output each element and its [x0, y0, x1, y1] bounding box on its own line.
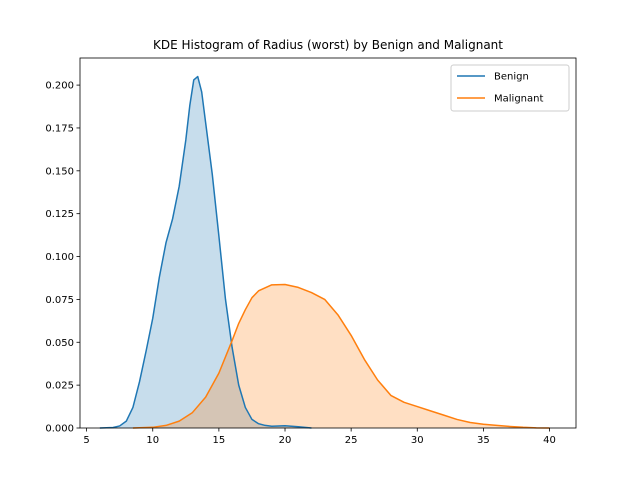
plot-area-background [80, 58, 576, 428]
series-fills [99, 76, 550, 429]
x-tick-label: 35 [477, 435, 490, 446]
x-axis: 5 10 15 20 25 30 35 40 [83, 428, 556, 446]
y-tick-label: 0.175 [45, 123, 74, 134]
x-tick-label: 20 [279, 435, 292, 446]
x-tick-label: 10 [146, 435, 159, 446]
plot-area-frame [79, 57, 577, 429]
malignant-line [132, 283, 550, 429]
x-tick-label: 30 [411, 435, 424, 446]
y-tick-label: 0.150 [45, 166, 74, 177]
y-tick-label: 0.100 [45, 252, 74, 263]
chart-title: KDE Histogram of Radius (worst) by Benig… [153, 38, 503, 52]
malignant-area [132, 284, 550, 428]
legend-label-benign: Benign [494, 72, 529, 83]
x-tick-label: 15 [213, 435, 226, 446]
y-tick-label: 0.000 [45, 424, 74, 435]
y-tick-label: 0.050 [45, 338, 74, 349]
y-tick-label: 0.075 [45, 295, 74, 306]
benign-line [99, 75, 312, 429]
x-tick-label: 40 [543, 435, 556, 446]
y-axis: 0.000 0.025 0.050 0.075 0.100 0.125 0.150 0.175… [45, 81, 80, 435]
benign-area [99, 76, 312, 429]
series-lines [99, 75, 550, 429]
x-tick-label: 25 [345, 435, 358, 446]
legend-label-malignant: Malignant [494, 94, 543, 105]
y-tick-label: 0.125 [45, 209, 74, 220]
legend: Benign Malignant [450, 64, 570, 112]
y-tick-label: 0.025 [45, 381, 74, 392]
y-tick-label: 0.200 [45, 81, 74, 92]
x-tick-label: 5 [83, 435, 89, 446]
